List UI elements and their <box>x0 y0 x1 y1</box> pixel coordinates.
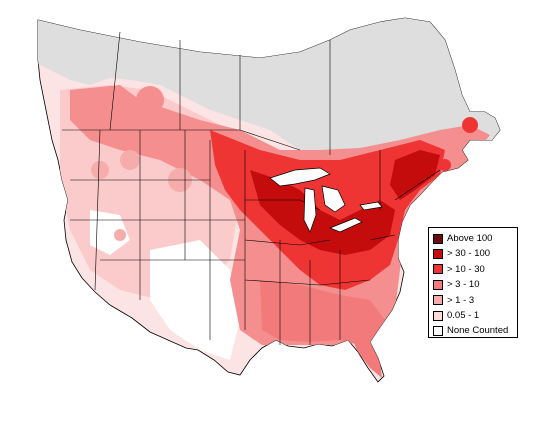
high-abundance-core <box>210 130 445 290</box>
lake-michigan <box>303 187 317 233</box>
legend-label: > 3 - 10 <box>447 279 480 291</box>
legend-label: > 10 - 30 <box>447 263 485 275</box>
lake-ontario <box>359 201 383 211</box>
legend-swatch <box>433 326 443 337</box>
florida-moderate <box>350 335 382 378</box>
patch <box>78 88 102 112</box>
legend-label: > 30 - 100 <box>447 248 491 260</box>
no-data-region <box>38 18 500 155</box>
legend-item-3: > 3 - 10 <box>433 277 517 292</box>
legend-label: None Counted <box>447 325 509 337</box>
legend-item-1: > 30 - 100 <box>433 246 517 261</box>
patch <box>114 229 126 241</box>
lake-huron <box>321 185 346 213</box>
very-high-northeast <box>390 150 440 200</box>
abundance-layers <box>38 18 500 378</box>
legend-swatch <box>433 295 443 306</box>
legend-item-0: Above 100 <box>433 231 517 246</box>
legend-label: > 1 - 3 <box>447 294 475 306</box>
patch <box>91 161 109 179</box>
legend-label: 0.05 - 1 <box>447 309 480 321</box>
legend-item-4: > 1 - 3 <box>433 293 517 308</box>
legend-swatch <box>433 233 443 244</box>
legend-item-2: > 10 - 30 <box>433 262 517 277</box>
very-high-great-lakes <box>250 170 395 255</box>
none-counted-west <box>90 210 130 255</box>
legend-swatch <box>433 279 443 290</box>
patch <box>439 159 451 171</box>
patch <box>120 150 140 170</box>
boundaries <box>62 31 441 345</box>
legend-item-6: None Counted <box>433 323 517 338</box>
legend-swatch <box>433 249 443 260</box>
patch <box>136 86 164 114</box>
legend-label: Above 100 <box>447 232 493 244</box>
southeast-moderate <box>260 280 385 345</box>
legend-item-5: 0.05 - 1 <box>433 308 517 323</box>
great-lakes <box>269 167 383 233</box>
legend-swatch <box>433 264 443 275</box>
lake-erie <box>329 217 363 233</box>
patch <box>462 117 478 133</box>
legend-swatch <box>433 310 443 321</box>
map-legend: Above 100 > 30 - 100 > 10 - 30 > 3 - 10 … <box>428 227 518 338</box>
none-counted-sw <box>150 240 240 360</box>
lake-superior <box>269 167 331 187</box>
